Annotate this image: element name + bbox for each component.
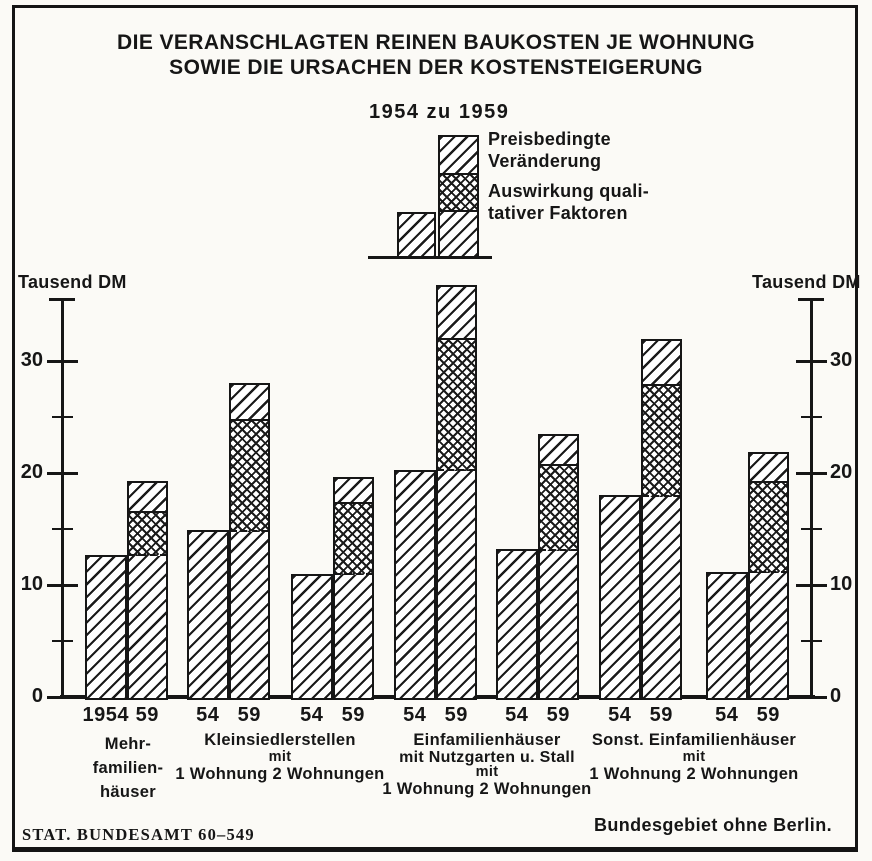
bar-1959-quality-segment-group-6 [642, 383, 680, 497]
caption-line: mit Nutzgarten u. Stall [399, 749, 575, 766]
year-label-1959-group-4: 59 [444, 704, 468, 726]
year-label-1959-group-1: 59 [135, 704, 159, 726]
caption-line: 1 Wohnung 2 Wohnungen [175, 765, 385, 783]
y-axis-line-left [60, 300, 64, 697]
category-label-sonstige-einfamilienhaeuser: Sonst. Einfamilienhäuser mit 1 Wohnung 2… [572, 731, 816, 784]
caption-line: familien- [92, 759, 164, 777]
caption-line: mit [682, 749, 706, 765]
category-label-kleinsiedlerstellen: Kleinsiedlerstellen mit 1 Wohnung 2 Wohn… [158, 731, 402, 784]
chart-title-line2: SOWIE DIE URSACHEN DER KOSTENSTEIGERUNG [169, 56, 703, 79]
caption-line: Einfamilienhäuser [413, 731, 561, 749]
category-label-mehrfamilienhaeuser: Mehr- familien- häuser [44, 732, 212, 804]
year-label-1954-group-5: 54 [505, 704, 529, 726]
legend-label-price-line1: Preisbedingte [488, 129, 611, 149]
chart-title: DIE VERANSCHLAGTEN REINEN BAUKOSTEN JE W… [20, 30, 852, 80]
y-tick-major-left [47, 359, 78, 363]
chart-title-line1: DIE VERANSCHLAGTEN REINEN BAUKOSTEN JE W… [117, 31, 755, 54]
bar-1959-quality-segment-group-7 [749, 480, 787, 574]
bar-1954-group-1 [85, 554, 127, 700]
year-label-1954-group-1: 1954 [82, 704, 129, 726]
bar-1954-group-5 [496, 549, 538, 700]
legend-label-qualitative-factors: Auswirkung quali- tativer Faktoren [488, 180, 649, 224]
caption-line: Kleinsiedlerstellen [204, 731, 356, 749]
year-label-1959-group-6: 59 [649, 704, 673, 726]
caption-line: mit [268, 749, 292, 765]
chart-frame [12, 5, 858, 852]
legend-label-price-change: Preisbedingte Veränderung [488, 128, 611, 172]
y-tick-major-left [47, 583, 78, 587]
year-label-1959-group-3: 59 [341, 704, 365, 726]
y-tick-label-left: 20 [20, 461, 43, 483]
legend-label-quality-line1: Auswirkung quali- [488, 181, 650, 201]
bar-1954-group-3 [291, 573, 333, 700]
caption-line: 1 Wohnung 2 Wohnungen [382, 780, 592, 798]
year-label-1954-group-3: 54 [300, 704, 324, 726]
source-credit: STAT. BUNDESAMT 60–549 [22, 825, 255, 844]
y-tick-minor-left [52, 527, 73, 531]
bar-1959-group-5 [537, 433, 579, 700]
bar-1959-group-3 [332, 477, 374, 700]
year-label-1954-group-7: 54 [715, 704, 739, 726]
legend-label-price-line2: Veränderung [488, 151, 602, 171]
year-label-1954-group-2: 54 [196, 704, 220, 726]
y-tick-label-right: 30 [830, 349, 853, 371]
region-note: Bundesgebiet ohne Berlin. [593, 815, 832, 835]
year-label-1959-group-2: 59 [237, 704, 261, 726]
bar-1959-group-2 [228, 383, 270, 700]
bar-1959-group-7 [747, 451, 789, 700]
y-tick-minor-left [52, 415, 73, 419]
y-tick-label-right: 10 [830, 573, 853, 595]
bar-1959-quality-segment-group-3 [334, 502, 372, 576]
y-axis-unit-right: Tausend DM [752, 272, 861, 292]
legend-baseline [368, 256, 492, 259]
year-label-1954-group-6: 54 [608, 704, 632, 726]
y-tick-label-right: 0 [830, 685, 842, 707]
legend-bar-1959 [438, 135, 479, 258]
y-tick-minor-right [801, 527, 822, 531]
legend-label-quality-line2: tativer Faktoren [488, 203, 628, 223]
legend-period-label: 1954 zu 1959 [369, 101, 510, 123]
caption-line: Sonst. Einfamilienhäuser [591, 731, 797, 749]
y-tick-label-left: 10 [20, 573, 43, 595]
y-tick-label-right: 20 [830, 461, 853, 483]
y-tick-minor-right [801, 415, 822, 419]
legend-cross-hatch-segment [440, 173, 477, 212]
bar-1959-quality-segment-group-4 [437, 337, 475, 472]
caption-line: häuser [100, 783, 156, 801]
y-tick-label-left: 0 [31, 685, 43, 707]
category-label-einfamilienhaeuser-nutzgarten: Einfamilienhäuser mit Nutzgarten u. Stal… [365, 731, 609, 799]
caption-line: Mehr- [104, 735, 152, 753]
bar-1959-quality-segment-group-5 [539, 464, 577, 551]
caption-line: mit [475, 764, 499, 780]
year-label-1959-group-5: 59 [546, 704, 570, 726]
legend-bar-1954 [397, 212, 436, 258]
y-axis-cap-left [49, 298, 75, 301]
bar-1959-quality-segment-group-2 [230, 419, 268, 532]
y-tick-label-left: 30 [20, 349, 43, 371]
bar-1954-group-7 [706, 571, 748, 700]
bar-1959-group-4 [435, 284, 477, 700]
y-axis-line-right [809, 300, 813, 697]
y-axis-unit-left: Tausend DM [18, 272, 127, 292]
bar-1954-group-6 [599, 495, 641, 700]
y-tick-major-right [796, 359, 827, 363]
year-label-1954-group-4: 54 [403, 704, 427, 726]
y-tick-major-right [796, 471, 827, 475]
bar-1954-group-4 [394, 469, 436, 700]
y-axis-cap-right [798, 298, 824, 301]
bar-1959-group-6 [640, 338, 682, 700]
y-tick-major-left [47, 471, 78, 475]
year-label-1959-group-7: 59 [756, 704, 780, 726]
y-tick-minor-right [801, 639, 822, 643]
bar-1959-quality-segment-group-1 [128, 511, 166, 557]
bar-1954-group-2 [187, 530, 229, 700]
y-tick-major-right [796, 583, 827, 587]
y-tick-minor-left [52, 639, 73, 643]
bar-1959-group-1 [126, 480, 168, 700]
caption-line: 1 Wohnung 2 Wohnungen [589, 765, 799, 783]
